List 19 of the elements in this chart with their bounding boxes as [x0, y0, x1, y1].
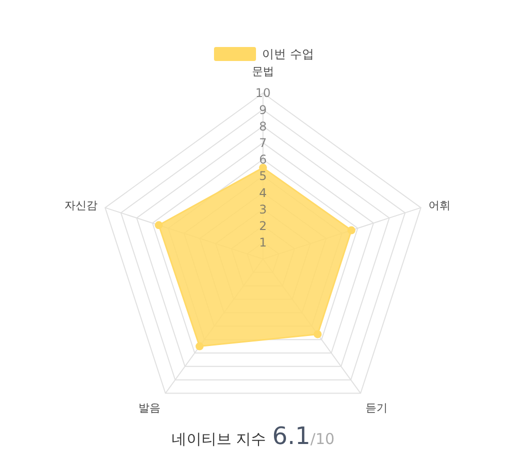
- y-tick-label: 4: [259, 186, 267, 200]
- text: /10: [310, 430, 335, 448]
- y-tick-label: 5: [259, 169, 267, 184]
- y-tick-label: 10: [255, 86, 271, 100]
- text: 6.1: [272, 422, 310, 450]
- y-tick-label: 9: [259, 102, 267, 117]
- y-tick-label: 8: [259, 119, 267, 134]
- y-tick-label: 3: [259, 202, 267, 216]
- text: 네이티브 지수: [171, 430, 266, 448]
- y-tick-label: 2: [259, 219, 267, 233]
- spoke-label: 발음: [138, 402, 161, 415]
- y-tick-label: 1: [259, 236, 267, 250]
- y-tick-label: 6: [259, 152, 267, 167]
- spoke-label: 듣기: [365, 402, 388, 415]
- legend-label: 이번 수업: [262, 47, 314, 62]
- spoke-label: 어휘: [428, 199, 450, 212]
- y-tick-label: 7: [259, 136, 267, 150]
- spoke-label: 문법: [252, 64, 274, 78]
- spoke-label: 자신감: [64, 199, 98, 212]
